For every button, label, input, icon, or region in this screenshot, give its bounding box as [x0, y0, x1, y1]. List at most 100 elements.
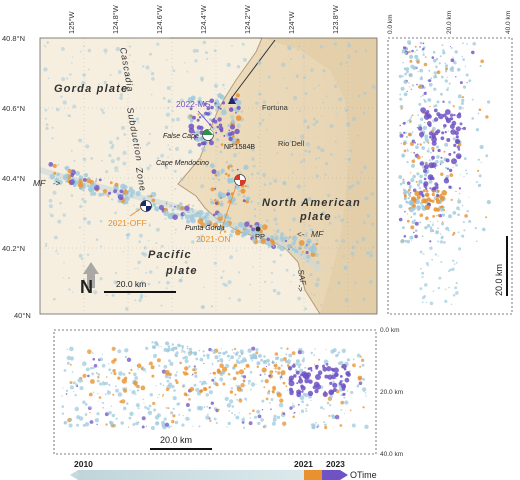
- earthquake-dot: [105, 170, 109, 174]
- earthquake-dot: [444, 64, 449, 68]
- earthquake-dot: [109, 140, 113, 145]
- earthquake-dot: [315, 384, 322, 390]
- earthquake-dot: [92, 192, 97, 196]
- earthquake-dot: [68, 288, 71, 291]
- earthquake-dot: [170, 411, 174, 415]
- earthquake-dot: [328, 389, 335, 396]
- earthquake-dot: [136, 389, 139, 392]
- earthquake-dot: [433, 71, 437, 75]
- bottom-depth-label: 0.0 km: [380, 327, 400, 334]
- earthquake-dot: [440, 172, 444, 176]
- earthquake-dot: [413, 152, 416, 154]
- earthquake-dot: [219, 363, 224, 369]
- earthquake-dot: [305, 250, 309, 255]
- earthquake-dot: [445, 212, 447, 214]
- earthquake-dot: [208, 390, 213, 395]
- earthquake-dot: [120, 421, 124, 425]
- earthquake-dot: [344, 158, 347, 160]
- earthquake-dot: [221, 109, 227, 116]
- mf-left-arrow: ->: [53, 179, 61, 188]
- earthquake-dot: [89, 193, 93, 196]
- earthquake-dot: [235, 384, 238, 387]
- earthquake-dot: [117, 392, 123, 397]
- earthquake-dot: [266, 358, 270, 363]
- earthquake-dot: [184, 355, 189, 360]
- earthquake-dot: [295, 363, 297, 365]
- earthquake-dot: [104, 53, 107, 55]
- fault-line-north: [229, 39, 276, 101]
- earthquake-dot: [422, 189, 426, 193]
- earthquake-dot: [279, 398, 284, 403]
- earthquake-dot: [414, 190, 420, 196]
- earthquake-dot: [422, 51, 425, 53]
- earthquake-dot: [478, 174, 482, 178]
- earthquake-dot: [288, 375, 294, 381]
- earthquake-dot: [95, 238, 99, 241]
- earthquake-dot: [192, 115, 196, 120]
- earthquake-dot: [452, 233, 454, 236]
- earthquake-dot: [217, 360, 219, 362]
- earthquake-dot: [236, 399, 239, 401]
- earthquake-dot: [142, 424, 144, 426]
- earthquake-dot: [455, 291, 459, 295]
- earthquake-dot: [182, 415, 184, 417]
- earthquake-dot: [345, 61, 348, 64]
- earthquake-dot: [247, 348, 252, 353]
- earthquake-dot: [423, 86, 426, 89]
- earthquake-dot: [403, 197, 407, 201]
- earthquake-dot: [178, 278, 183, 283]
- earthquake-dot: [332, 380, 335, 383]
- earthquake-dot: [448, 82, 451, 85]
- earthquake-dot: [449, 173, 454, 178]
- earthquake-dot: [152, 345, 157, 349]
- earthquake-dot: [406, 161, 409, 164]
- earthquake-dot: [315, 166, 317, 169]
- earthquake-dot: [398, 74, 402, 78]
- earthquake-dot: [450, 303, 453, 306]
- earthquake-dot: [158, 364, 161, 367]
- earthquake-dot: [368, 280, 373, 284]
- earthquake-dot: [111, 413, 116, 418]
- earthquake-dot: [256, 365, 259, 368]
- earthquake-dot: [233, 153, 238, 158]
- earthquake-dot: [117, 376, 121, 380]
- earthquake-dot: [400, 109, 402, 111]
- beachball-2022-ms-icon: [202, 129, 214, 141]
- earthquake-dot: [174, 205, 176, 208]
- earthquake-dot: [349, 149, 352, 153]
- earthquake-dot: [201, 113, 206, 118]
- earthquake-dot: [414, 54, 419, 59]
- earthquake-dot: [289, 228, 292, 231]
- earthquake-dot: [440, 260, 443, 263]
- earthquake-dot: [122, 150, 127, 155]
- earthquake-dot: [235, 99, 242, 106]
- earthquake-dot: [404, 239, 407, 243]
- earthquake-dot: [134, 299, 137, 302]
- earthquake-dot: [186, 345, 189, 348]
- earthquake-dot: [226, 62, 231, 67]
- earthquake-dot: [235, 139, 240, 145]
- earthquake-dot: [161, 420, 166, 425]
- earthquake-dot: [155, 385, 157, 387]
- earthquake-dot: [214, 377, 216, 379]
- earthquake-dot: [294, 137, 296, 139]
- earthquake-dot: [430, 151, 432, 154]
- earthquake-dot: [224, 172, 228, 176]
- earthquake-dot: [403, 67, 407, 71]
- earthquake-dot: [133, 372, 137, 377]
- earthquake-dot: [234, 128, 240, 135]
- earthquake-dot: [109, 74, 112, 76]
- earthquake-dot: [200, 78, 204, 82]
- earthquake-dot: [220, 168, 225, 173]
- earthquake-dot: [236, 65, 241, 69]
- earthquake-dot: [401, 52, 404, 54]
- earthquake-dot: [179, 202, 183, 206]
- earthquake-dot: [83, 199, 87, 204]
- earthquake-dot: [287, 45, 291, 50]
- earthquake-dot: [61, 47, 65, 51]
- earthquake-dot: [301, 371, 308, 377]
- earthquake-dot: [431, 155, 435, 160]
- earthquake-dot: [406, 70, 409, 74]
- earthquake-dot: [107, 195, 110, 198]
- earthquake-dot: [137, 283, 141, 288]
